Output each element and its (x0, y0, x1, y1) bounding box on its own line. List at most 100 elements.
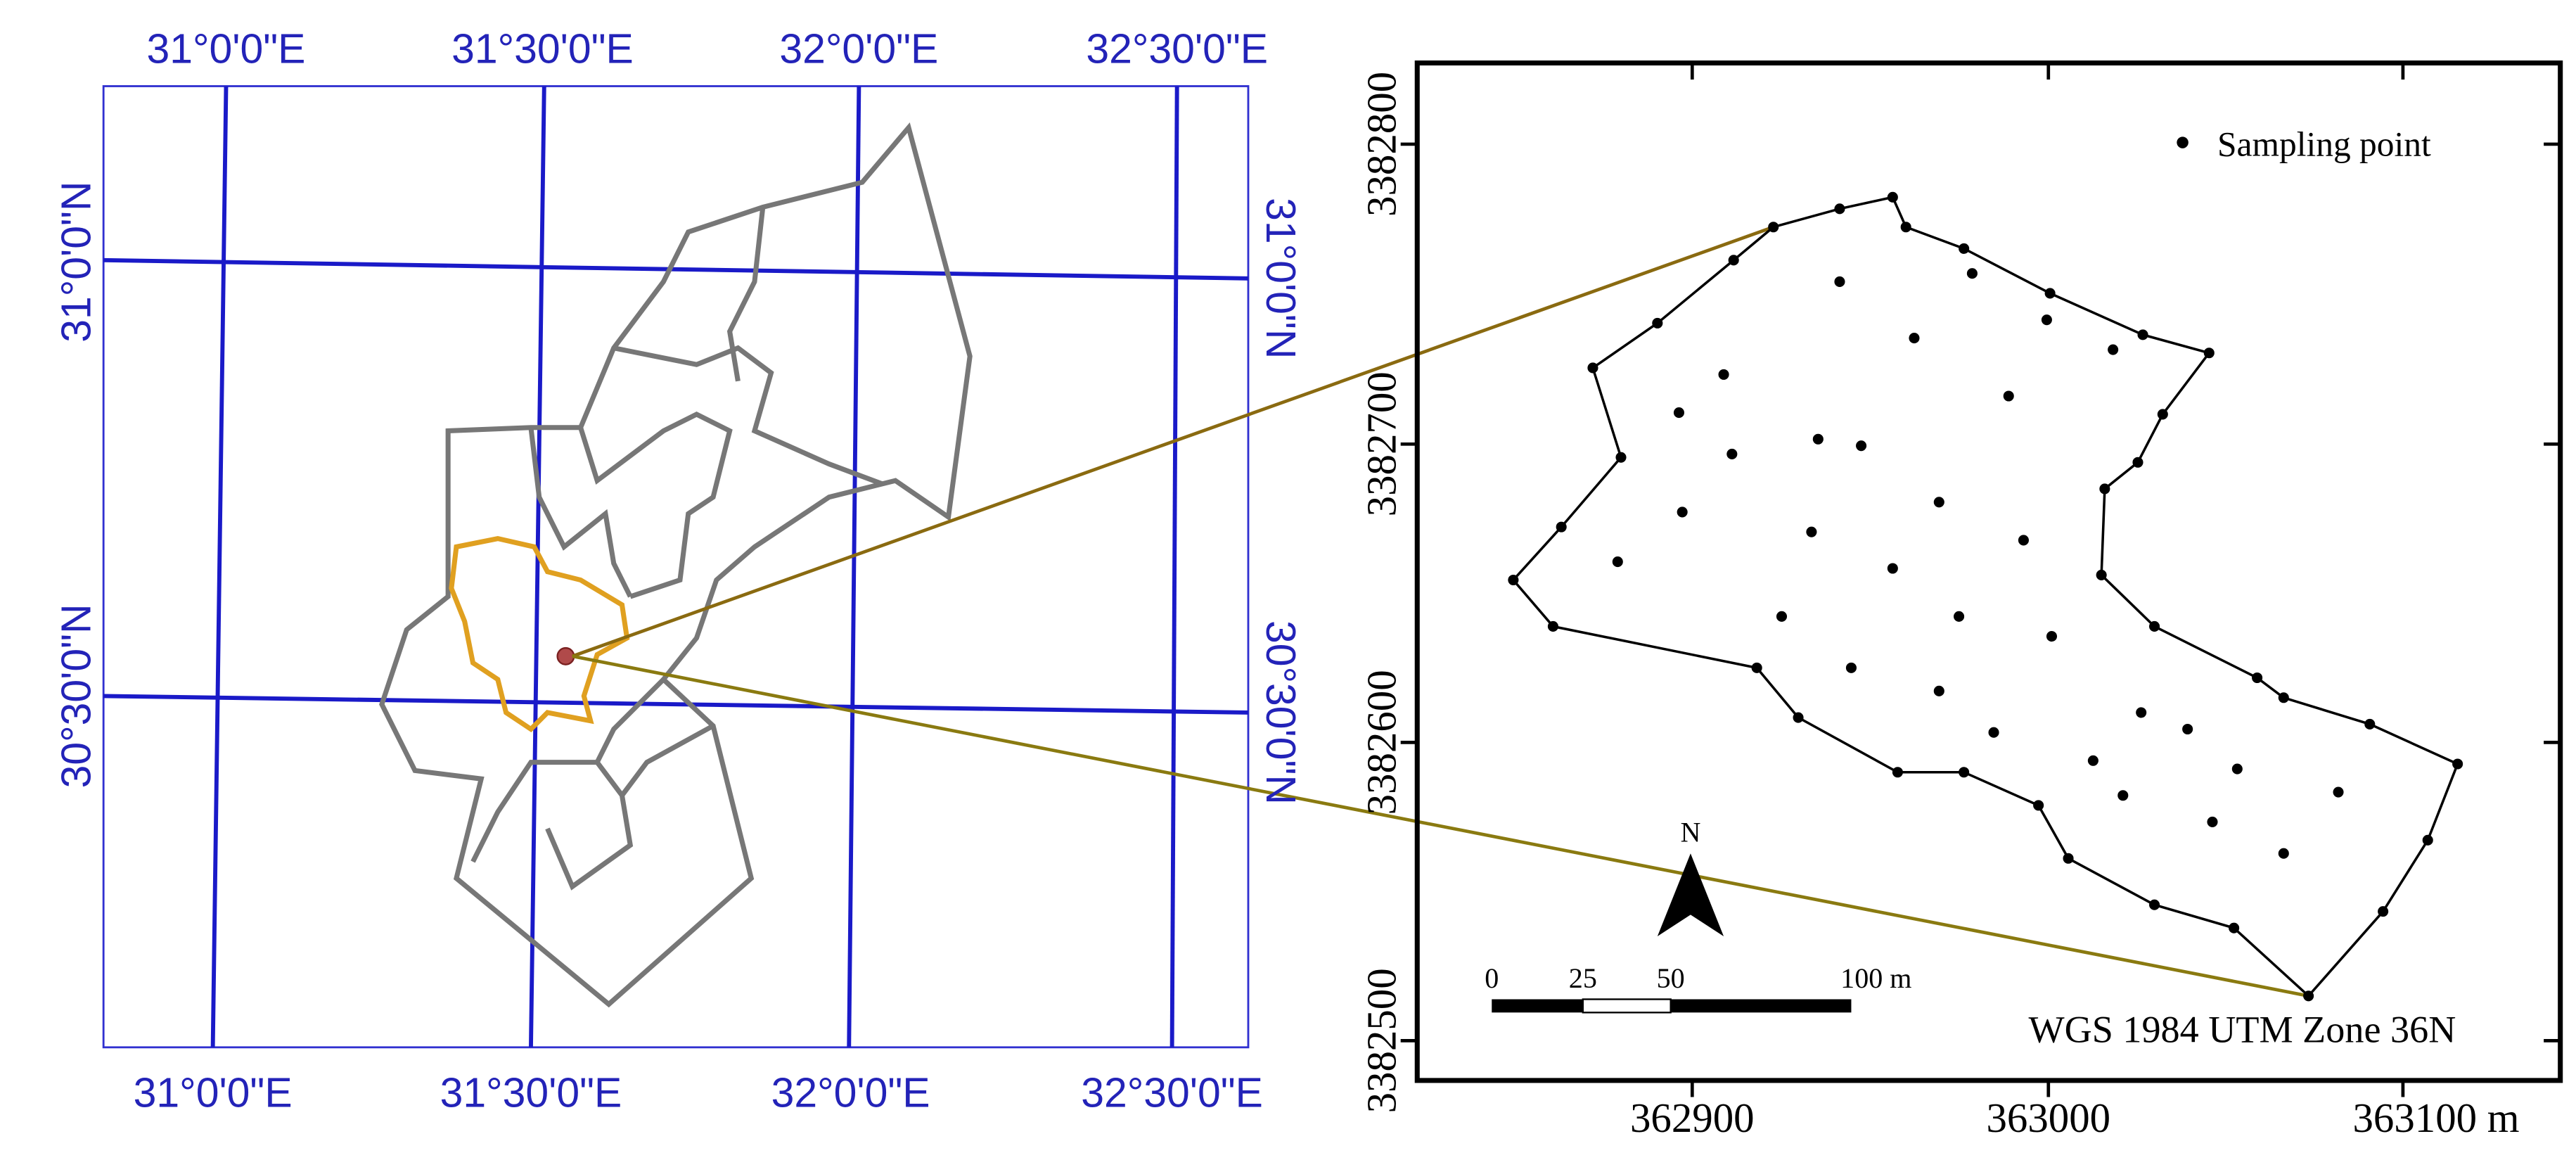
sampling-point (1959, 767, 1970, 778)
meridian (847, 86, 861, 1047)
sampling-point (1834, 276, 1845, 288)
scale-bar (1492, 998, 1852, 1014)
longitude-label: 31°0'0"E (134, 1071, 293, 1116)
zoom-line (572, 654, 2309, 998)
sampling-point (2046, 631, 2058, 642)
latitude-label: 30°30'0"N (1257, 620, 1303, 805)
sampling-point (2041, 314, 2052, 326)
scale-segment (1582, 998, 1672, 1014)
sampling-point (2231, 763, 2243, 775)
sampling-point (2063, 853, 2074, 864)
sampling-point (1615, 452, 1627, 463)
legend-label: Sampling point (2217, 125, 2431, 163)
zoom-lines (572, 225, 2309, 998)
sampling-point (2149, 620, 2160, 632)
sampling-point (2003, 390, 2014, 402)
longitude-label: 32°30'0"E (1081, 1071, 1263, 1116)
sampling-point (1966, 268, 1978, 279)
sampling-point (1587, 362, 1598, 374)
sampling-point (2278, 692, 2289, 703)
sampling-point (2333, 786, 2344, 798)
longitude-label: 32°30'0"E (1086, 27, 1268, 72)
meridian (1170, 86, 1179, 1047)
sampling-point (1677, 506, 1688, 518)
sampling-point (2137, 329, 2148, 340)
north-arrow (1657, 853, 1724, 936)
zoom-line (572, 225, 1774, 658)
sampling-point (2136, 707, 2147, 718)
district-boundaries (379, 122, 973, 1008)
sampling-point (2033, 800, 2044, 811)
latitude-label: 31°0'0"N (53, 181, 99, 343)
longitude-label: 31°30'0"E (451, 27, 634, 72)
map-frame (1414, 60, 2563, 1083)
projection-label: WGS 1984 UTM Zone 36N (2028, 1009, 2456, 1051)
sampling-point (1718, 369, 1729, 380)
sampling-point (1508, 574, 1519, 586)
sampling-point (2132, 457, 2144, 468)
scale-segment (1670, 999, 1852, 1013)
sampling-point (1909, 333, 1920, 344)
sampling-point (1768, 222, 1779, 233)
sampling-point (2207, 816, 2218, 827)
study-site (556, 646, 575, 665)
northing-label: 3382600 (1359, 670, 1405, 815)
sampling-point (1887, 191, 1898, 203)
sampling-point (2203, 348, 2215, 359)
sampling-point (1556, 521, 1567, 533)
sampling-point (1959, 243, 1970, 254)
parallel (103, 694, 1249, 715)
sampling-point (2087, 755, 2098, 766)
sampling-point (1728, 255, 1739, 266)
scale-label: 50 (1657, 962, 1685, 994)
scale-label: 25 (1569, 962, 1597, 994)
sampling-point (1887, 563, 1898, 574)
sampling-point (1845, 662, 1857, 673)
longitude-label: 32°0'0"E (771, 1071, 930, 1116)
northing-label: 3382800 (1359, 72, 1405, 217)
sampling-point (2099, 483, 2110, 495)
easting-label: 363100 m (2352, 1095, 2519, 1141)
latitude-label: 31°0'0"N (1257, 198, 1303, 359)
sampling-point (1806, 526, 1817, 537)
sampling-point (1954, 611, 1965, 622)
scale-label: 0 (1485, 962, 1499, 994)
sampling-point (1673, 407, 1684, 419)
scale-segment (1492, 999, 1583, 1013)
study-district (449, 535, 630, 733)
map-frame (102, 85, 1250, 1049)
easting-label: 363000 (1986, 1095, 2110, 1141)
sampling-point (2157, 409, 2168, 420)
sampling-point (1547, 620, 1558, 632)
longitude-label: 31°30'0"E (440, 1071, 622, 1116)
sampling-point (1892, 767, 1903, 778)
sampling-point (2278, 848, 2289, 859)
meridian (528, 86, 546, 1047)
scale-label: 100 m (1840, 962, 1911, 994)
northing-label: 3382700 (1359, 371, 1405, 516)
overview-map (102, 85, 1250, 1049)
parallel (103, 257, 1249, 281)
sampling-point (1793, 712, 1804, 723)
longitude-label: 31°0'0"E (147, 27, 306, 72)
sampling-point (1988, 727, 1999, 738)
latitude-label: 30°30'0"N (53, 604, 99, 788)
sampling-point (2149, 899, 2160, 910)
sampling-point (1726, 448, 1738, 460)
detail-map: Sampling point N WGS 1984 UTM Zone 36N 3… (1359, 60, 2563, 1141)
sampling-point (2044, 288, 2056, 299)
sampling-point (2303, 990, 2314, 1002)
sampling-point (1933, 685, 1944, 696)
sampling-point (2452, 758, 2463, 770)
sampling-point (2378, 906, 2389, 917)
sampling-point (1612, 556, 1623, 568)
sampling-point (2229, 922, 2240, 933)
sampling-point (2018, 535, 2029, 546)
northing-label: 3382500 (1359, 968, 1405, 1113)
sampling-point (1933, 497, 1944, 508)
sampling-point (2117, 790, 2129, 801)
sampling-point (1652, 317, 1663, 329)
sampling-point (2182, 723, 2193, 735)
